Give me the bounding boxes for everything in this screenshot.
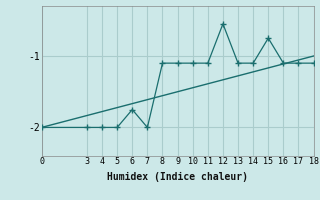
X-axis label: Humidex (Indice chaleur): Humidex (Indice chaleur): [107, 172, 248, 182]
